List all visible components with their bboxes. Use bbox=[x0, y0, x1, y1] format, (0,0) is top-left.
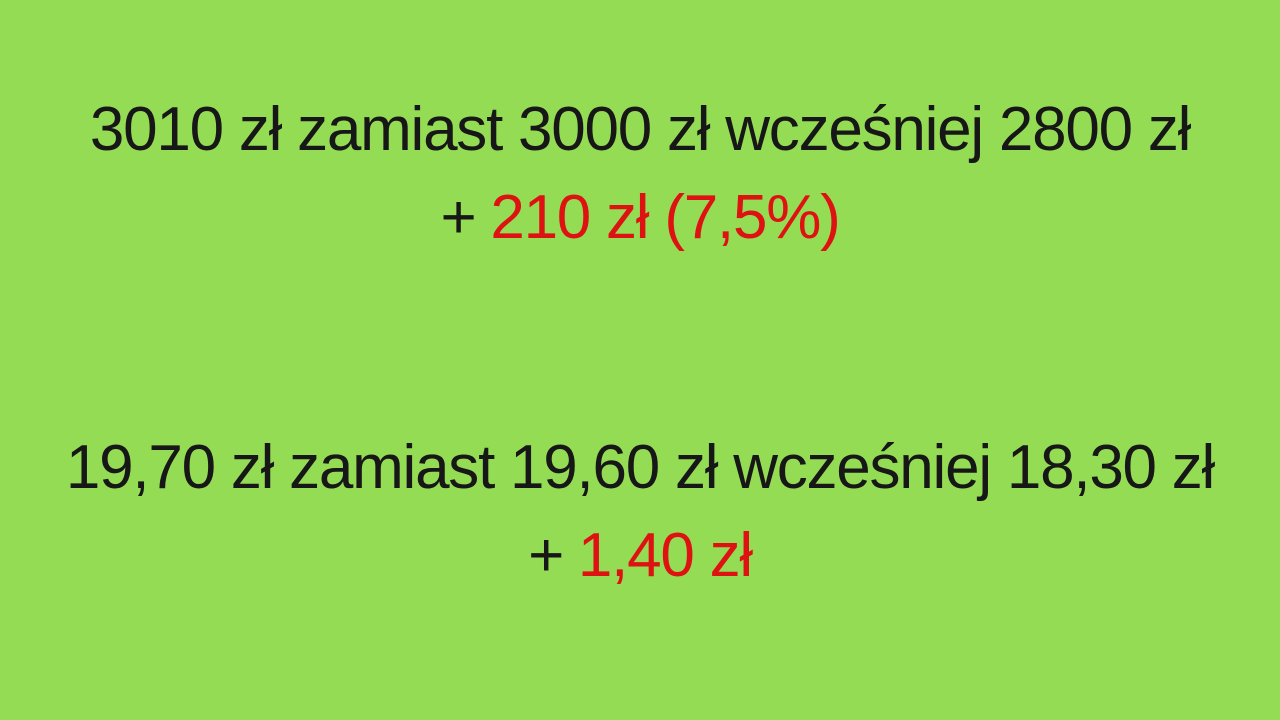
price-comparison-line-2: 19,70 zł zamiast 19,60 zł wcześniej 18,3… bbox=[65, 433, 1215, 502]
price-increase-line-2: +1,40 zł bbox=[0, 512, 1280, 600]
increase-amount-2: 1,40 zł bbox=[577, 521, 753, 590]
plus-sign-2: + bbox=[528, 521, 564, 590]
increase-amount-1: 210 zł (7,5%) bbox=[490, 183, 840, 252]
price-block-1: 3010 zł zamiast 3000 zł wcześniej 2800 z… bbox=[0, 86, 1280, 262]
price-comparison-line-1: 3010 zł zamiast 3000 zł wcześniej 2800 z… bbox=[89, 95, 1191, 164]
price-increase-line-1: +210 zł (7,5%) bbox=[0, 174, 1280, 262]
plus-sign-1: + bbox=[440, 183, 476, 252]
price-block-2: 19,70 zł zamiast 19,60 zł wcześniej 18,3… bbox=[0, 424, 1280, 600]
